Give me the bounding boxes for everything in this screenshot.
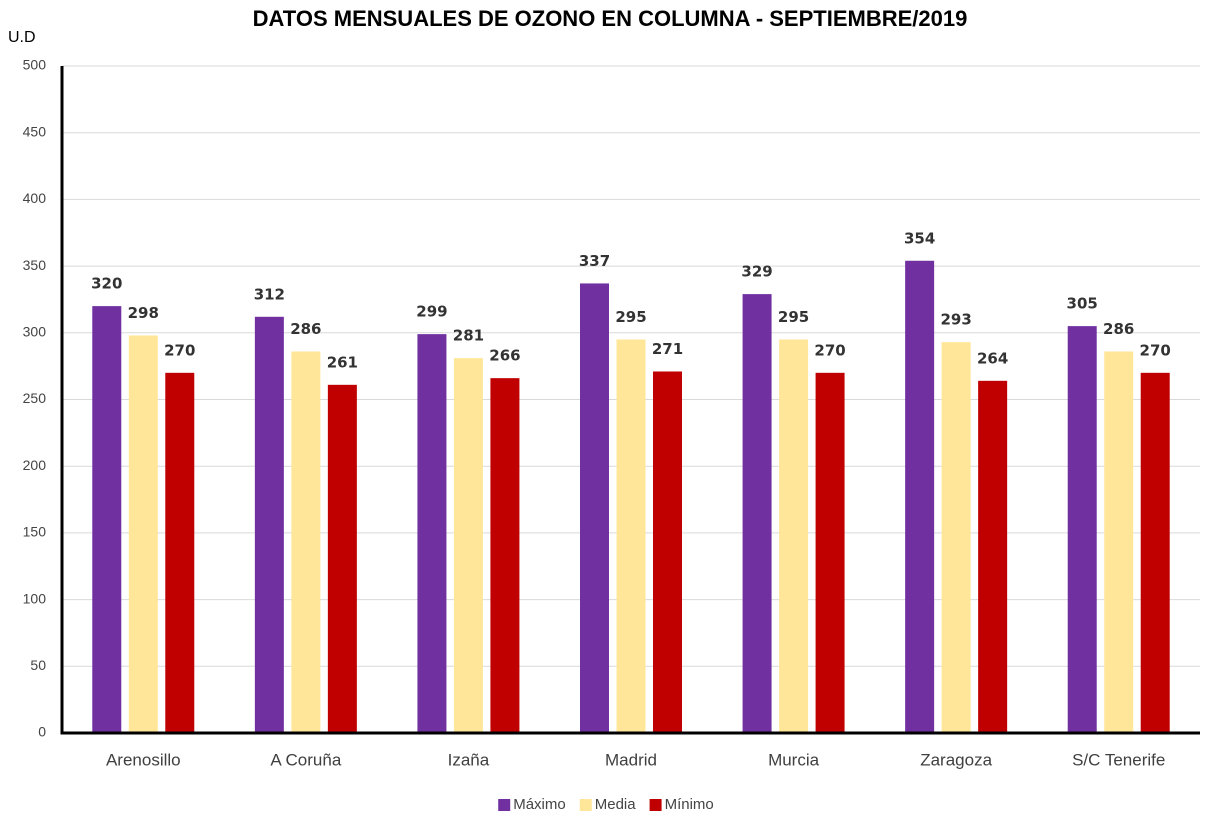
data-label: 270: [1140, 341, 1171, 359]
data-label: 264: [977, 349, 1008, 367]
bar: [616, 339, 646, 733]
y-tick-label: 450: [23, 123, 47, 139]
bar: [1104, 351, 1134, 733]
y-tick-label: 400: [23, 190, 47, 206]
data-label: 337: [579, 252, 610, 270]
x-tick-label: Zaragoza: [920, 750, 992, 769]
y-tick-label: 250: [23, 390, 47, 406]
data-label: 281: [453, 327, 484, 345]
data-label: 286: [1103, 320, 1134, 338]
data-label: 271: [652, 340, 683, 358]
bar: [779, 339, 809, 733]
data-label: 270: [814, 341, 845, 359]
bar: [1067, 326, 1097, 733]
bar: [417, 334, 447, 733]
data-label: 305: [1067, 295, 1098, 313]
bar: [165, 372, 195, 733]
bar: [742, 294, 772, 733]
bar: [978, 380, 1008, 733]
bar: [580, 283, 609, 733]
data-label: 295: [615, 308, 646, 326]
legend-label: Máximo: [513, 796, 566, 813]
data-label: 329: [741, 263, 772, 281]
data-label: 270: [164, 341, 195, 359]
legend-label: Media: [595, 796, 637, 813]
data-label: 298: [128, 304, 159, 322]
legend-swatch: [579, 799, 592, 811]
y-axis-label: U.D: [8, 29, 36, 46]
y-tick-label: 200: [23, 457, 47, 473]
data-label: 261: [327, 353, 358, 371]
x-tick-label: Murcia: [768, 750, 820, 769]
legend-swatch: [649, 799, 662, 811]
bar: [92, 306, 122, 733]
y-tick-label: 100: [23, 590, 47, 606]
y-tick-label: 500: [23, 57, 47, 73]
bar: [291, 351, 321, 733]
bar: [254, 316, 284, 733]
data-label: 299: [416, 303, 447, 321]
legend-label: Mínimo: [665, 796, 714, 813]
x-tick-label: Izaña: [448, 750, 490, 769]
bar: [490, 378, 520, 733]
bar: [327, 384, 357, 733]
data-label: 354: [904, 229, 935, 247]
chart-title: DATOS MENSUALES DE OZONO EN COLUMNA - SE…: [253, 6, 968, 31]
bar: [941, 342, 971, 733]
data-label: 286: [290, 320, 321, 338]
y-tick-label: 50: [30, 657, 46, 673]
y-tick-label: 150: [23, 524, 47, 540]
y-tick-label: 300: [23, 324, 47, 340]
bar: [905, 260, 935, 733]
legend: Máximo Media Mínimo: [498, 796, 714, 813]
y-tick-label: 350: [23, 257, 47, 273]
bar: [653, 371, 682, 733]
legend-swatch: [498, 799, 511, 811]
bar: [1140, 372, 1170, 733]
data-label: 266: [489, 347, 520, 365]
bar: [128, 335, 158, 733]
bar: [453, 358, 483, 733]
y-tick-label: 0: [38, 724, 46, 740]
x-tick-label: S/C Tenerife: [1072, 750, 1165, 769]
x-tick-label: Madrid: [605, 750, 657, 769]
bar: [815, 372, 845, 733]
data-label: 293: [940, 311, 971, 329]
x-tick-label: Arenosillo: [106, 750, 181, 769]
data-label: 320: [91, 275, 122, 293]
data-label: 312: [254, 285, 285, 303]
data-label: 295: [778, 308, 809, 326]
x-tick-label: A Coruña: [270, 750, 341, 769]
